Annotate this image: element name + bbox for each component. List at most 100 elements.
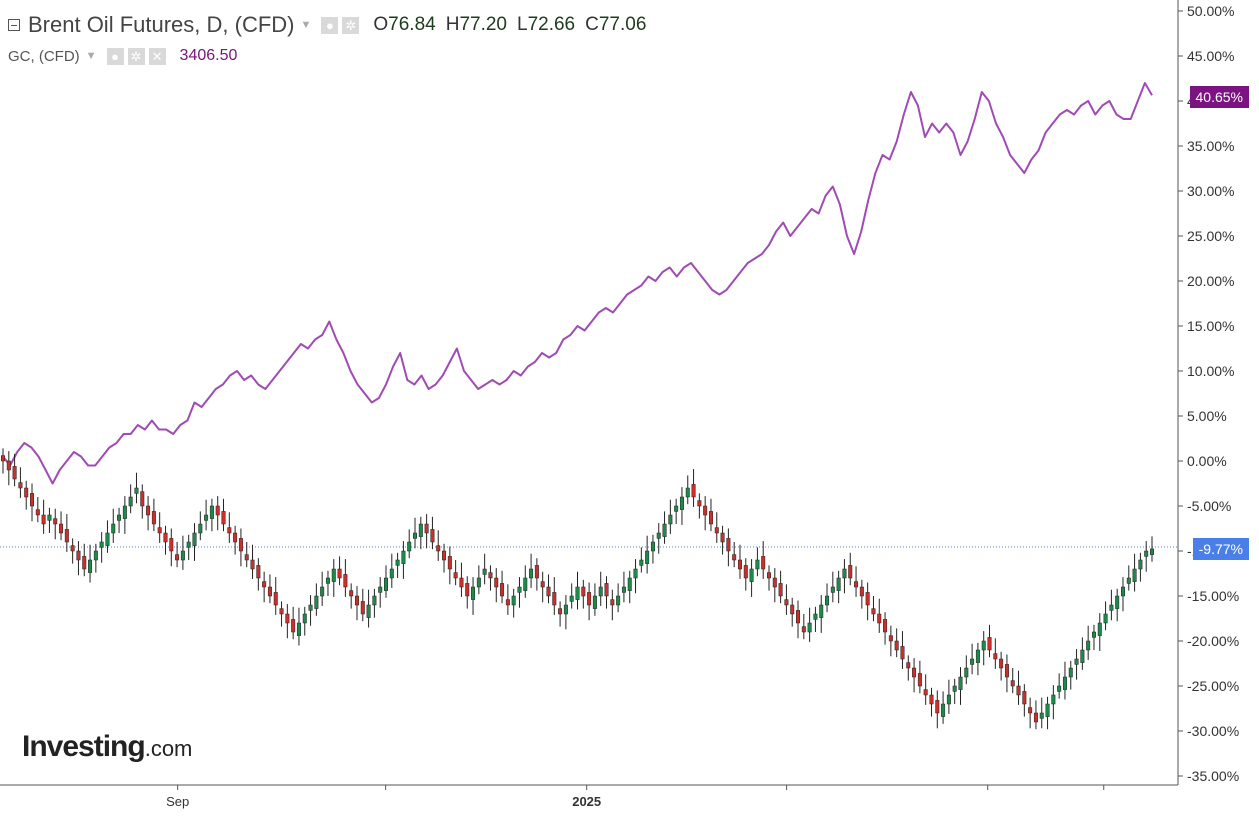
candle-body: [354, 595, 359, 606]
candle-body: [366, 604, 371, 618]
candle-body: [488, 572, 493, 579]
y-tick-label: -35.00%: [1187, 768, 1239, 784]
collapse-icon[interactable]: [8, 19, 20, 31]
candle-body: [946, 694, 951, 705]
candle-body: [929, 694, 934, 705]
candle-body: [767, 572, 771, 579]
legend-brent: Brent Oil Futures, D, (CFD) ▼ ● ✲ O76.84…: [8, 12, 646, 38]
candle-body: [540, 581, 545, 588]
candle-body: [784, 599, 789, 606]
candle-body: [685, 487, 690, 498]
candle-body: [64, 529, 69, 543]
candle-body: [233, 532, 238, 543]
candle-body: [958, 676, 963, 690]
candle-body: [836, 577, 841, 591]
chevron-down-icon[interactable]: ▼: [300, 19, 312, 31]
candle-body: [146, 505, 151, 516]
candle-body: [888, 635, 893, 642]
candle-body: [1080, 649, 1085, 663]
candle-body: [1103, 613, 1108, 624]
close-icon[interactable]: ✕: [148, 47, 166, 65]
candle-body: [291, 619, 296, 633]
candle-body: [198, 523, 203, 534]
candle-body: [296, 622, 301, 636]
candle-body: [285, 613, 290, 624]
ohlc-high: H77.20: [445, 14, 507, 35]
candle-body: [494, 577, 499, 588]
gear-icon[interactable]: ✲: [127, 47, 145, 65]
candle-body: [900, 646, 905, 660]
candle-body: [859, 586, 864, 597]
candle-body: [732, 554, 737, 561]
candle-body: [1051, 694, 1056, 705]
candle-body: [743, 565, 748, 579]
candle-body: [1126, 577, 1131, 584]
eye-icon[interactable]: ●: [106, 47, 124, 65]
candle-body: [424, 523, 429, 534]
eye-icon[interactable]: ●: [321, 16, 339, 34]
candle-body: [529, 568, 534, 579]
candle-body: [6, 460, 11, 471]
legend-gc: GC, (CFD) ▼ ● ✲ ✕ 3406.50: [8, 47, 237, 65]
candle-body: [1086, 640, 1091, 651]
candle-body: [813, 613, 818, 620]
candle-body: [1120, 586, 1125, 597]
candle-body: [935, 700, 940, 714]
x-tick-label: 2025: [572, 794, 601, 809]
candle-body: [262, 581, 267, 588]
candle-body: [714, 527, 719, 534]
candle-body: [1022, 691, 1027, 705]
y-tick-label: -30.00%: [1187, 723, 1239, 739]
candle-body: [720, 532, 725, 543]
candle-body: [534, 565, 539, 579]
series-title-gc[interactable]: GC, (CFD): [8, 47, 80, 65]
y-tick-label: 30.00%: [1187, 183, 1234, 199]
candle-body: [941, 703, 946, 717]
candle-body: [796, 610, 801, 624]
gear-icon[interactable]: ✲: [342, 16, 360, 34]
candle-body: [772, 577, 777, 588]
brent-candle-series: [1, 448, 1154, 730]
candle-body: [99, 541, 104, 548]
candle-body: [906, 662, 911, 669]
candle-body: [134, 487, 139, 494]
candle-body: [12, 466, 17, 480]
candle-body: [279, 608, 284, 615]
candle-body: [1, 455, 5, 462]
candle-body: [1074, 658, 1079, 665]
series-title-brent[interactable]: Brent Oil Futures, D, (CFD): [28, 12, 295, 37]
candle-body: [442, 550, 447, 561]
candle-body: [505, 599, 510, 606]
candle-body: [18, 482, 23, 489]
candle-body: [737, 559, 742, 570]
candle-body: [360, 601, 365, 615]
candle-body: [1028, 707, 1033, 714]
candle-body: [877, 613, 882, 624]
candle-body: [801, 626, 806, 633]
candle-body: [447, 556, 452, 570]
candle-body: [238, 538, 243, 552]
candle-body: [592, 595, 597, 609]
candle-body: [883, 619, 888, 633]
candle-body: [726, 538, 731, 552]
candle-body: [1144, 550, 1149, 557]
candle-body: [616, 595, 621, 606]
candle-body: [389, 568, 394, 579]
candle-body: [500, 583, 505, 597]
candle-body: [395, 559, 400, 566]
candle-body: [250, 559, 255, 570]
candle-body: [169, 538, 174, 552]
chevron-down-icon[interactable]: ▼: [85, 50, 97, 62]
y-tick-label: 20.00%: [1187, 273, 1234, 289]
candle-body: [1033, 712, 1038, 723]
candle-body: [912, 667, 917, 678]
candle-body: [650, 541, 655, 552]
x-tick-label: Sep: [166, 794, 189, 809]
candle-body: [175, 554, 180, 561]
candle-body: [308, 604, 313, 611]
candle-body: [842, 568, 847, 579]
y-tick-label: 35.00%: [1187, 138, 1234, 154]
candle-body: [587, 592, 592, 606]
candle-body: [105, 532, 110, 546]
